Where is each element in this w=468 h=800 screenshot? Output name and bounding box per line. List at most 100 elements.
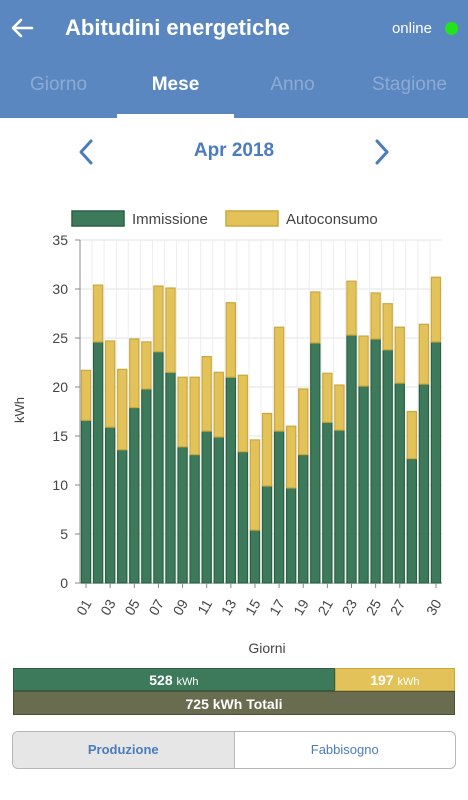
bar-immissione [237,451,249,584]
bar-autoconsumo [358,335,369,387]
grand-total: 725 kWh Totali [13,691,455,715]
period-tabs: Giorno Mese Anno Stagione [0,64,468,118]
bar-immissione [382,349,393,584]
connection-status: online [391,20,432,37]
bar-autoconsumo [370,292,381,340]
app-header: Abitudini energetiche online Giorno Mese… [0,0,468,118]
bar-autoconsumo [225,302,237,378]
autoconsumo-total: 197 kWh [334,668,455,691]
current-period-label: Apr 2018 [193,140,275,161]
fabbisogno-button[interactable]: Fabbisogno [310,742,379,757]
bar-immissione [189,454,200,584]
bar-autoconsumo [346,280,357,336]
bar-autoconsumo [129,338,140,409]
y-tick-label: 15 [52,428,68,444]
autoconsumo-value: 197 [370,672,394,688]
x-tick-label: 11 [194,596,215,617]
bar-immissione [334,429,345,584]
bar-immissione [80,419,92,584]
y-tick-label: 20 [52,379,68,395]
bar-immissione [322,421,333,584]
bar-immissione [370,338,381,584]
bar-autoconsumo [153,285,164,353]
chart-legend: Immissione Autoconsumo [71,210,378,228]
y-tick-label: 25 [52,330,68,346]
bar-immissione [201,430,212,584]
bar-autoconsumo [177,376,188,448]
tab-anno[interactable]: Anno [270,74,315,95]
bar-autoconsumo [165,287,176,373]
x-tick-label: 07 [145,596,167,618]
y-tick-label: 35 [52,232,68,248]
bar-immissione [394,382,405,584]
x-tick-label: 09 [170,596,192,618]
bar-immissione [430,341,442,584]
bar-autoconsumo [406,410,418,460]
bar-autoconsumo [189,376,200,456]
bar-immissione [261,485,273,584]
immissione-total: 528 kWh [13,668,335,691]
bar-autoconsumo [430,276,442,343]
x-tick-label: 15 [242,596,264,618]
bar-immissione [92,341,104,584]
bar-autoconsumo [298,388,309,456]
next-month-icon[interactable] [370,138,394,166]
summary-split-bar: 528 kWh 197 kWh [13,668,455,691]
bar-autoconsumo [141,341,152,390]
bar-immissione [298,454,309,584]
legend-label-immissione: Immissione [132,211,208,228]
bar-immissione [358,385,369,584]
x-tick-label: 30 [423,596,445,618]
immissione-unit: kWh [176,676,199,688]
bar-immissione [406,457,418,584]
y-tick-label: 30 [52,281,68,297]
y-tick-label: 0 [60,575,68,591]
legend-swatch-immissione [71,210,125,227]
bar-autoconsumo [310,291,321,344]
bar-immissione [117,449,128,584]
bar-immissione [129,406,140,584]
page-title: Abitudini energetiche [65,15,290,40]
online-indicator-icon [445,22,458,35]
x-tick-label: 27 [387,596,409,618]
bar-autoconsumo [334,384,345,431]
energy-bar-chart: Immissione Autoconsumo kWh Giorni 051015… [12,210,445,656]
legend-swatch-autoconsumo [225,210,279,227]
x-tick-label: 17 [266,596,288,618]
bar-immissione [249,529,261,584]
view-toggle: Produzione Fabbisogno [12,731,456,769]
y-tick-label: 5 [60,526,68,542]
bar-autoconsumo [104,340,116,428]
bar-immissione [213,436,224,584]
bar-immissione [285,487,297,584]
bar-autoconsumo [382,303,393,351]
y-tick-label: 10 [52,477,68,493]
period-navigator: Apr 2018 [0,134,468,170]
bar-immissione [153,351,164,584]
x-tick-label: 13 [218,596,240,618]
tab-stagione[interactable]: Stagione [371,74,447,95]
bar-autoconsumo [261,412,273,487]
x-tick-label: 21 [314,596,336,618]
bar-immissione [165,371,176,584]
x-tick-label: 03 [97,596,119,618]
bar-autoconsumo [394,326,405,384]
x-tick-label: 01 [73,596,95,618]
bar-autoconsumo [201,356,212,432]
bar-immissione [141,388,152,584]
bar-autoconsumo [237,374,249,453]
autoconsumo-unit: kWh [397,676,420,688]
previous-month-icon[interactable] [74,138,98,166]
tab-mese[interactable]: Mese [117,64,234,118]
bar-immissione [104,426,116,584]
x-axis-label: Giorni [248,640,285,656]
bar-immissione [177,446,188,584]
legend-label-autoconsumo: Autoconsumo [286,211,378,228]
back-arrow-icon[interactable] [8,14,36,42]
bar-immissione [346,334,357,584]
produzione-button[interactable]: Produzione [13,732,235,768]
x-tick-label: 23 [338,596,360,618]
bar-autoconsumo [92,284,104,343]
bar-immissione [225,376,237,584]
tab-giorno[interactable]: Giorno [29,74,88,95]
